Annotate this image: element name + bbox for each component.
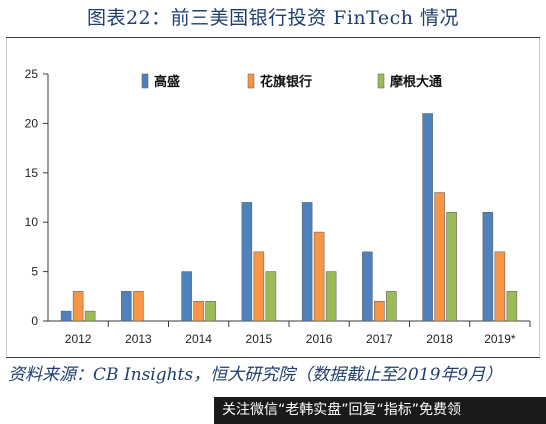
bar — [121, 291, 132, 322]
bar — [506, 291, 518, 322]
bar — [60, 310, 72, 322]
bar — [362, 251, 373, 322]
bar — [84, 310, 96, 322]
bar — [374, 300, 385, 322]
source-note: 资料来源：CB Insights，恒大研究院（数据截止至2019年9月） — [8, 365, 503, 385]
y-tick-label: 20 — [25, 116, 39, 130]
legend-swatch — [141, 73, 149, 89]
x-tick-label: 2014 — [185, 332, 212, 346]
title-rule — [6, 37, 540, 38]
x-tick-label: 2013 — [125, 332, 152, 346]
bar — [241, 202, 253, 322]
bar — [253, 251, 265, 322]
x-tick-label: 2018 — [426, 332, 453, 346]
legend-label: 花旗银行 — [260, 74, 312, 90]
legend-swatch — [377, 73, 385, 89]
bar — [181, 271, 192, 322]
y-tick-label: 10 — [25, 215, 39, 229]
x-tick-label: 2016 — [306, 332, 333, 346]
x-tick-label: 2012 — [65, 332, 92, 346]
x-tick-label: 2019* — [484, 332, 516, 346]
bar — [446, 212, 457, 322]
bar-chart: 0 5 10 15 20 25 2012 2013 2014 2015 2016 2017 2018 20… — [25, 67, 531, 346]
x-tick-label: 2015 — [246, 332, 273, 346]
bar — [301, 202, 313, 322]
bar — [205, 300, 216, 322]
bar — [72, 291, 84, 322]
y-tick-label: 5 — [31, 265, 38, 279]
bar — [386, 291, 397, 322]
bar — [482, 212, 494, 322]
legend-label: 高盛 — [154, 74, 180, 90]
bar — [133, 291, 144, 322]
chart-frame — [6, 38, 540, 356]
bar — [434, 192, 445, 322]
x-tick-label: 2017 — [366, 332, 393, 346]
bar — [325, 271, 337, 322]
chart-title: 图表22：前三美国银行投资 FinTech 情况 — [86, 7, 460, 29]
bar — [265, 271, 277, 322]
legend-label: 摩根大通 — [390, 74, 442, 90]
y-tick-label: 0 — [31, 314, 38, 328]
bar — [193, 300, 204, 322]
legend-swatch — [247, 73, 255, 89]
y-tick-label: 15 — [25, 166, 39, 180]
y-tick-label: 25 — [25, 67, 39, 81]
bar — [313, 231, 325, 322]
bar — [422, 113, 433, 322]
source-rule — [6, 357, 540, 358]
bar — [494, 251, 506, 322]
promo-banner: 关注微信“老韩实盘”回复“指标”免费领 — [214, 397, 546, 424]
